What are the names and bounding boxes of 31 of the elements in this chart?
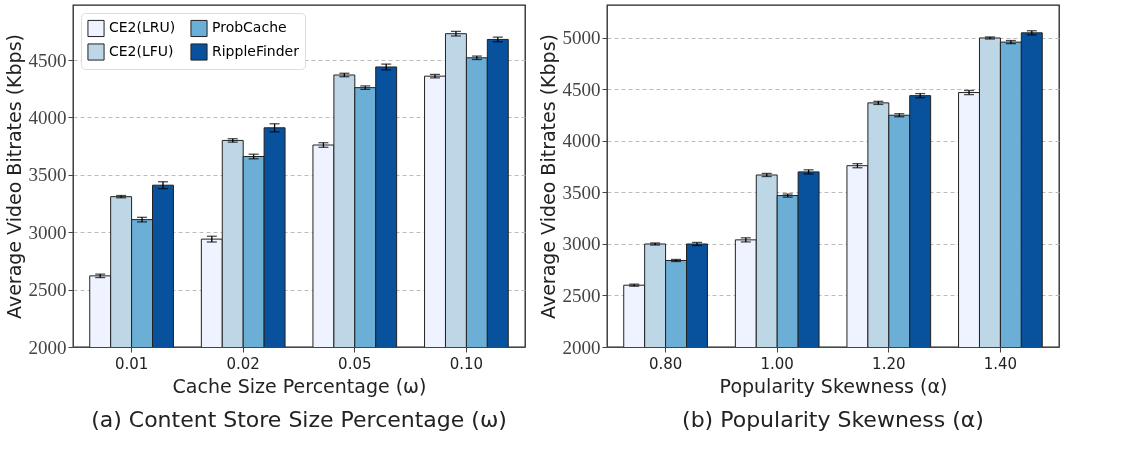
legend-label: RippleFinder (212, 43, 300, 59)
y-tick-label: 3500 (28, 164, 67, 186)
x-tick-label: 0.02 (226, 354, 260, 373)
legend-label: CE2(LFU) (109, 43, 174, 59)
y-tick-label: 3000 (28, 221, 67, 243)
y-tick-label: 4000 (562, 130, 601, 152)
x-tick-label: 0.10 (449, 354, 484, 373)
y-tick-label: 4500 (562, 78, 601, 100)
x-tick-label: 0.05 (338, 354, 372, 373)
y-axis-title: Average Video Bitrates (Kbps) (536, 34, 559, 319)
x-tick-label: 1.40 (983, 354, 1018, 373)
text: (a) Content Store Size Percentage (ω) (91, 407, 507, 432)
x-axis-title: Cache Size Percentage (ω) (172, 374, 427, 397)
text: (b) Popularity Skewness (α) (682, 407, 984, 432)
y-axis-title: Average Video Bitrates (Kbps) (2, 34, 25, 319)
legend-label: CE2(LRU) (109, 19, 176, 36)
x-tick-label: 0.01 (114, 354, 149, 373)
x-axis-title: Popularity Skewness (α) (719, 374, 948, 397)
y-tick-label: 4000 (28, 106, 67, 128)
y-tick-label: 2500 (28, 279, 67, 301)
y-tick-label: 3500 (562, 181, 601, 203)
legend-label: ProbCache (212, 19, 287, 36)
x-tick-label: 1.00 (760, 354, 794, 373)
y-tick-label: 2500 (562, 284, 601, 306)
y-tick-label: 3000 (562, 233, 601, 255)
y-tick-label: 2000 (562, 336, 601, 358)
x-tick-label: 0.80 (648, 354, 683, 373)
y-tick-label: 4500 (28, 49, 67, 71)
y-tick-label: 5000 (562, 27, 601, 49)
y-tick-label: 2000 (28, 336, 67, 358)
x-tick-label: 1.20 (872, 354, 906, 373)
